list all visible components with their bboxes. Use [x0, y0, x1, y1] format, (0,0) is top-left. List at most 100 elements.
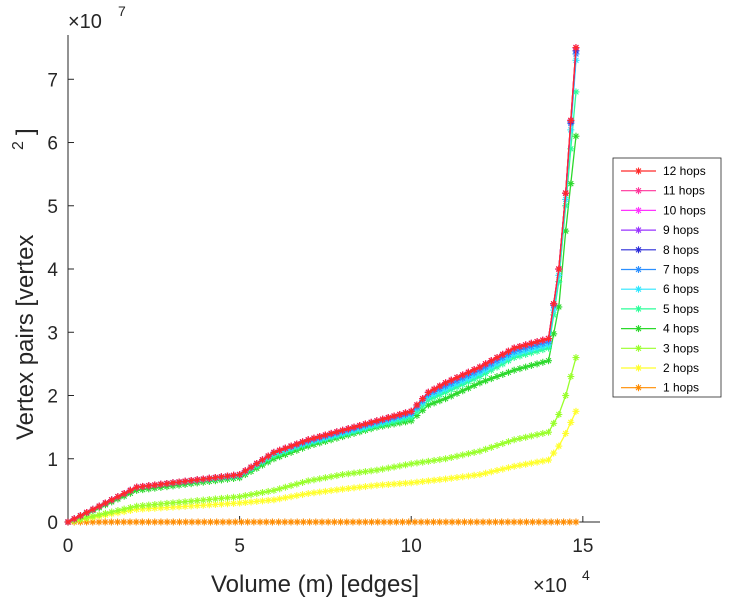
- data-point: [157, 500, 165, 508]
- data-point: [460, 518, 468, 526]
- data-point: [225, 518, 233, 526]
- data-point: [373, 417, 381, 425]
- y-multiplier-base: ×10: [68, 11, 102, 33]
- data-point: [510, 436, 518, 444]
- data-point: [321, 431, 329, 439]
- legend-swatch-marker: [635, 384, 642, 392]
- data-point: [356, 483, 364, 491]
- data-point: [304, 436, 312, 444]
- data-point: [539, 358, 547, 366]
- data-point: [281, 494, 289, 502]
- data-point: [205, 474, 213, 482]
- data-point: [442, 475, 450, 483]
- data-point: [547, 518, 555, 526]
- data-point: [453, 474, 461, 482]
- legend-item: 1 hops: [621, 381, 699, 395]
- data-point: [527, 339, 535, 347]
- data-point: [436, 397, 444, 405]
- data-point: [333, 428, 341, 436]
- legend-item: 4 hops: [621, 322, 699, 336]
- data-point: [504, 518, 512, 526]
- data-point: [333, 486, 341, 494]
- data-point: [448, 518, 456, 526]
- x-tick-label: 0: [63, 536, 74, 557]
- legend-label: 11 hops: [663, 184, 705, 198]
- data-point: [504, 347, 512, 355]
- data-point: [493, 441, 501, 449]
- data-point: [268, 518, 276, 526]
- data-point: [206, 518, 214, 526]
- data-point: [482, 360, 490, 368]
- data-point: [392, 518, 400, 526]
- data-point: [572, 518, 580, 526]
- data-point: [339, 426, 347, 434]
- data-point: [230, 499, 238, 507]
- data-point: [535, 518, 543, 526]
- data-point: [470, 381, 478, 389]
- legend-item: 12 hops: [621, 164, 706, 178]
- data-point: [270, 496, 278, 504]
- data-point: [545, 428, 553, 436]
- data-point: [430, 385, 438, 393]
- data-point: [390, 412, 398, 420]
- data-point: [76, 512, 84, 520]
- data-point: [453, 374, 461, 382]
- data-point: [436, 518, 444, 526]
- y-tick-label: 4: [47, 260, 58, 281]
- data-point: [424, 388, 432, 396]
- data-point: [182, 518, 190, 526]
- legend-item: 6 hops: [621, 282, 699, 296]
- series-1-hops: [64, 518, 580, 526]
- y-axis-label-sup: 2: [10, 141, 27, 150]
- data-point: [430, 456, 438, 464]
- data-point: [163, 499, 171, 507]
- data-point: [350, 484, 358, 492]
- legend-item: 10 hops: [621, 203, 706, 217]
- data-point: [276, 495, 284, 503]
- data-point: [533, 360, 541, 368]
- data-point: [527, 432, 535, 440]
- data-point: [545, 335, 553, 343]
- x-multiplier-exp: 4: [582, 567, 590, 583]
- legend-swatch-marker: [635, 206, 642, 214]
- data-point: [545, 357, 553, 365]
- data-point: [169, 479, 177, 487]
- data-point: [487, 468, 495, 476]
- data-point: [405, 518, 413, 526]
- data-point: [504, 438, 512, 446]
- data-point: [194, 518, 202, 526]
- data-point: [407, 460, 415, 468]
- legend-label: 4 hops: [663, 322, 699, 336]
- y-axis-label: Vertex pairs [vertex 2 ]: [10, 128, 39, 440]
- data-point: [442, 518, 450, 526]
- data-point: [470, 448, 478, 456]
- data-point: [413, 478, 421, 486]
- data-point: [108, 508, 116, 516]
- data-point: [70, 515, 78, 523]
- series-12-hops: [64, 44, 580, 526]
- data-point: [349, 518, 357, 526]
- data-point: [163, 518, 171, 526]
- series-11-hops: [64, 44, 580, 526]
- data-point: [436, 382, 444, 390]
- y-tick-label: 2: [47, 387, 58, 408]
- data-point: [107, 518, 115, 526]
- data-point: [498, 518, 506, 526]
- data-point: [453, 452, 461, 460]
- data-point: [304, 490, 312, 498]
- data-point: [510, 344, 518, 352]
- series-9-hops: [64, 44, 580, 526]
- data-point: [250, 518, 258, 526]
- data-point: [368, 518, 376, 526]
- data-point: [200, 518, 208, 526]
- data-point: [567, 116, 575, 124]
- data-point: [493, 354, 501, 362]
- y-tick-label: 0: [47, 513, 58, 534]
- data-point: [550, 419, 558, 427]
- data-point: [181, 498, 189, 506]
- data-point: [187, 502, 195, 510]
- data-point: [367, 467, 375, 475]
- data-point: [132, 518, 140, 526]
- data-point: [419, 395, 427, 403]
- data-point: [138, 518, 146, 526]
